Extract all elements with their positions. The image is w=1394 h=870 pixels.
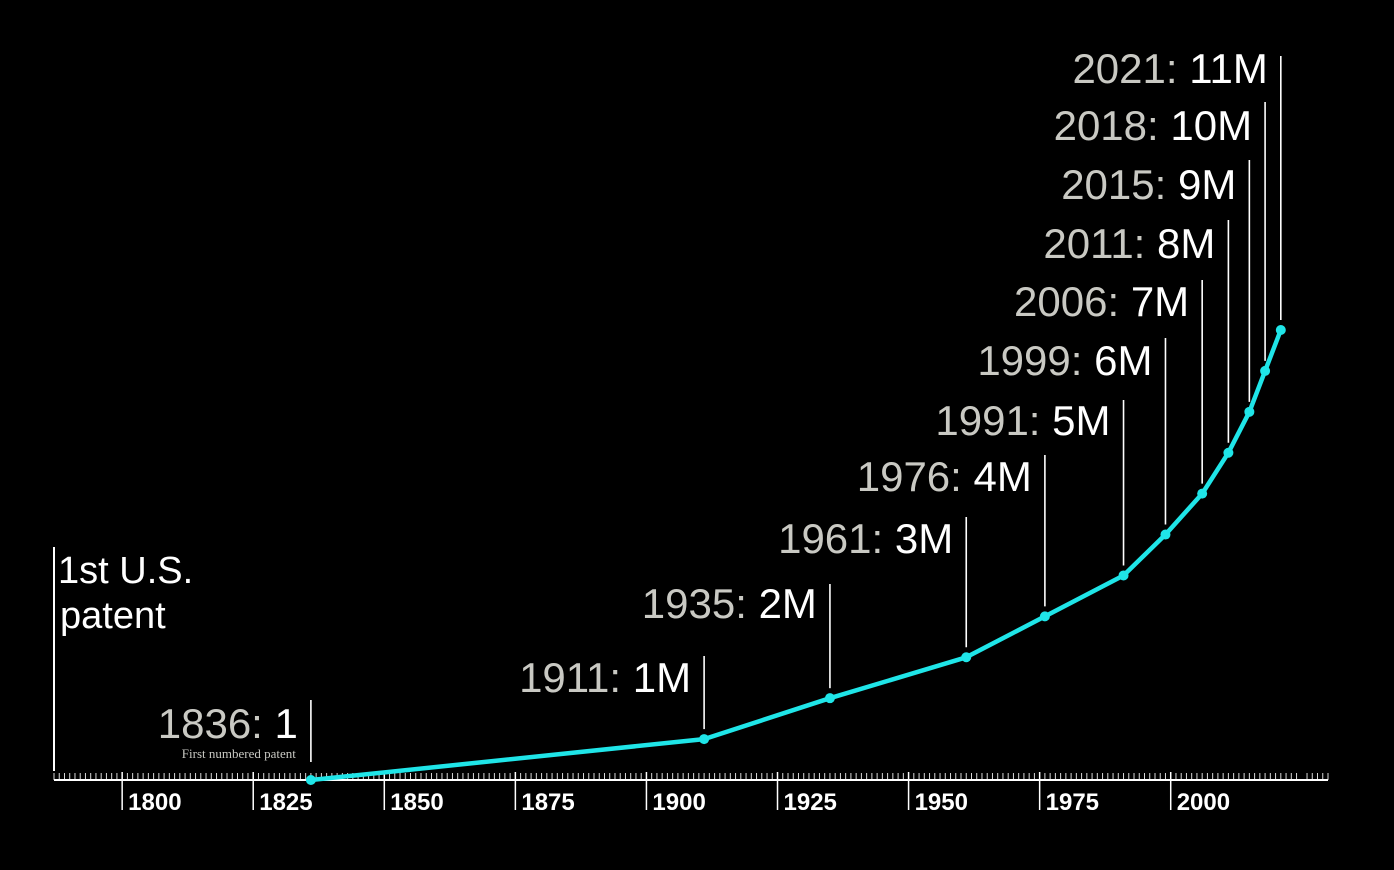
x-tick-label: 2000 [1177,789,1230,816]
callout-year: 2015: [1061,161,1178,208]
x-tick-label: 1850 [390,789,443,816]
callout-year: 1961: [778,515,895,562]
callout-rules [310,56,1282,762]
data-point [961,652,972,663]
callout-label: 2021: 11M [1072,45,1267,92]
x-tick-label: 1875 [521,789,574,816]
callout-label: 1976: 4M [857,453,1032,500]
x-tick-label: 1950 [915,789,968,816]
x-tick-label: 1900 [652,789,705,816]
callout-label: 2015: 9M [1061,161,1236,208]
callout-year: 1911: [519,654,633,701]
callout-year: 2011: [1043,220,1157,267]
callout-year: 1976: [857,453,974,500]
callout-year: 1999: [977,337,1094,384]
callout-value: 8M [1157,220,1215,267]
data-point [1275,325,1286,335]
callout-label: 2006: 7M [1014,278,1189,325]
callout-year: 2018: [1054,102,1171,149]
callout-year: 1991: [935,397,1052,444]
data-point [1260,365,1271,376]
callout-label: 1991: 5M [935,397,1110,444]
x-tick-label: 1925 [784,789,837,816]
chart-title-line1: 1st U.S. [58,550,193,592]
x-tick-label: 1825 [259,789,312,816]
x-tick-label: 1800 [128,789,181,816]
callout-label: 1935: 2M [642,580,817,627]
callout-value: 3M [895,515,953,562]
x-axis: 1800 1825 1850 1875 1900 1925 1950 1975 2000 [53,772,1329,816]
callout-label: 1836: 1 [158,700,298,747]
callout-value: 2M [759,580,817,627]
callout-value: 11M [1189,45,1268,92]
data-point [1244,406,1255,417]
callout-value: 6M [1094,337,1152,384]
callout-label: 2011: 8M [1043,220,1215,267]
x-tick-label: 1975 [1046,789,1099,816]
callout-value: 9M [1178,161,1236,208]
callout-value: 7M [1131,278,1189,325]
data-point [1160,529,1171,540]
data-point [1223,447,1234,458]
chart-title-line2: patent [60,595,166,637]
data-point [1197,488,1208,499]
callout-year: 2021: [1072,45,1189,92]
callout-label: 1961: 3M [778,515,953,562]
callout-label: 2018: 10M [1054,102,1252,149]
callout-label: 1999: 6M [977,337,1152,384]
callout-value: 10M [1170,102,1252,149]
callout-year: 1836: [158,700,275,747]
callout-value: 5M [1052,397,1110,444]
callout-value: 1M [633,654,691,701]
callout-year: 2006: [1014,278,1131,325]
callout-value: 4M [974,453,1032,500]
data-point [305,774,316,785]
callout-year: 1935: [642,580,759,627]
callout-label: 1911: 1M [519,654,691,701]
data-point [1039,611,1050,622]
series-layer [305,325,1286,785]
patent-count-line [308,327,1284,783]
data-point [699,734,710,745]
data-point [824,693,835,704]
data-point [1118,570,1129,581]
callout-value: 1 [275,700,298,747]
callout-note: First numbered patent [182,746,296,761]
